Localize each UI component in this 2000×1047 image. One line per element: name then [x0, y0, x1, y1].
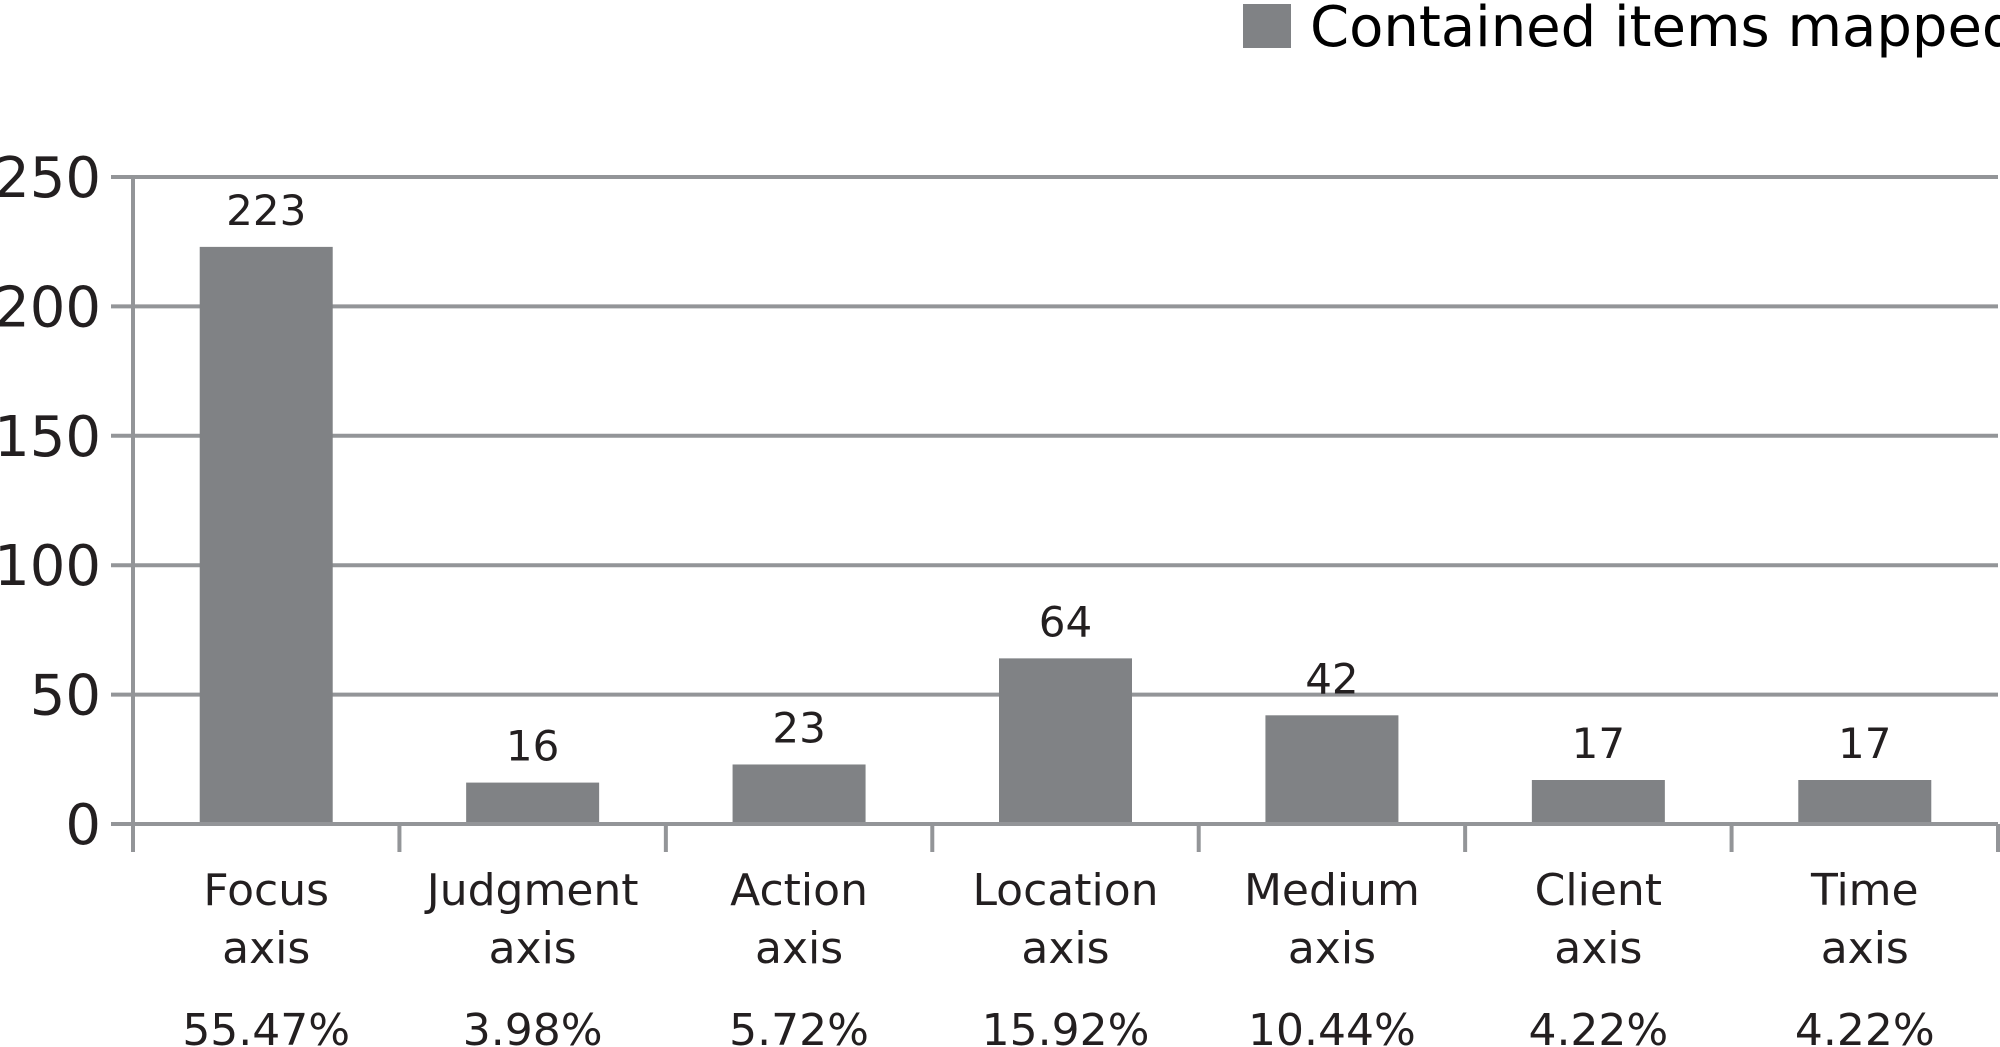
x-category-label: axis	[1554, 923, 1642, 974]
x-category-label: axis	[489, 923, 577, 974]
y-tick-label: 150	[0, 405, 101, 470]
bar	[732, 764, 866, 824]
x-category-label: axis	[1288, 923, 1376, 974]
x-category-label: Focus	[203, 865, 329, 916]
percentage-label: 5.72%	[729, 1005, 869, 1047]
y-tick-label: 250	[0, 146, 101, 211]
x-category-label: axis	[1821, 923, 1909, 974]
percentage-label: 15.92%	[982, 1005, 1150, 1047]
gridlines	[133, 175, 1998, 697]
y-tick-label: 0	[65, 793, 101, 858]
x-category-label: Medium	[1244, 865, 1420, 916]
x-category-label: Time	[1810, 865, 1919, 916]
labels: 0 50 100 150 200 250 223 Focus axis 55.47% 16 Judgm…	[0, 146, 1935, 1047]
x-category-label: Location	[972, 865, 1158, 916]
data-label: 16	[506, 722, 559, 771]
data-label: 223	[226, 186, 306, 235]
data-label: 17	[1572, 719, 1625, 768]
x-category-label: axis	[755, 923, 843, 974]
bar	[466, 782, 600, 824]
bar	[1531, 780, 1665, 824]
data-label: 42	[1305, 654, 1358, 703]
percentage-label: 4.22%	[1528, 1005, 1668, 1047]
percentage-label: 10.44%	[1248, 1005, 1416, 1047]
percentage-label: 55.47%	[182, 1005, 350, 1047]
percentage-label: 3.98%	[463, 1005, 603, 1047]
legend: Contained items mapped	[1243, 0, 2000, 60]
y-tick-label: 100	[0, 534, 101, 599]
data-label: 64	[1039, 597, 1092, 646]
legend-swatch	[1243, 4, 1291, 48]
x-category-label: Judgment	[424, 865, 639, 916]
percentage-label: 4.22%	[1795, 1005, 1935, 1047]
x-category-label: Action	[730, 865, 868, 916]
y-tick-label: 50	[30, 664, 101, 729]
x-category-label: Client	[1535, 865, 1662, 916]
x-category-label: axis	[1021, 923, 1109, 974]
axes	[111, 175, 2000, 852]
bar	[999, 658, 1132, 824]
bar	[1798, 780, 1932, 824]
bar	[199, 246, 333, 825]
y-tick-label: 200	[0, 275, 101, 340]
data-label: 23	[772, 703, 825, 752]
bar	[1265, 715, 1399, 824]
data-label: 17	[1838, 719, 1891, 768]
legend-label: Contained items mapped	[1310, 0, 2000, 60]
bars	[199, 246, 1932, 825]
x-category-label: axis	[222, 923, 310, 974]
